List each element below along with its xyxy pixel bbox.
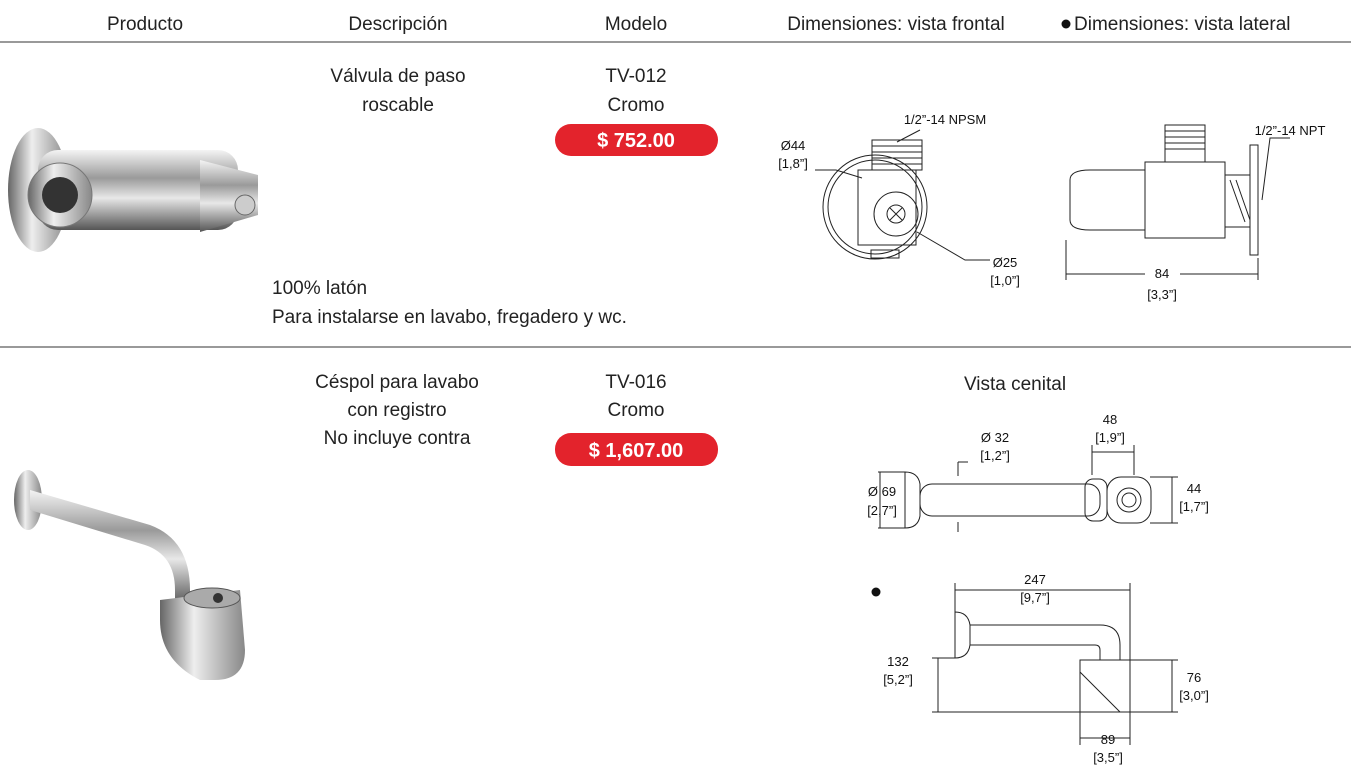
- price: $ 752.00: [597, 130, 675, 152]
- dimension-label: 1/2”-14 NPSM: [904, 112, 986, 127]
- price-pill: [555, 433, 718, 466]
- dimension-label: Ø25: [993, 255, 1018, 270]
- product-photo: [14, 470, 245, 680]
- side-view-drawing: [932, 583, 1178, 745]
- column-header: Descripción: [348, 14, 447, 35]
- dimension-label: Ø44: [781, 138, 806, 153]
- dimension-label: 84: [1155, 266, 1169, 281]
- dimension-label: [1,8”]: [778, 156, 808, 171]
- note: 100% latón: [272, 278, 367, 299]
- dimension-label: [5,2”]: [883, 672, 913, 687]
- description: Válvula de paso: [330, 66, 465, 87]
- dimension-label: [3,5”]: [1093, 750, 1123, 765]
- dimension-label: 89: [1101, 732, 1115, 747]
- dimension-label: [9,7”]: [1020, 590, 1050, 605]
- side-view-drawing: [1065, 124, 1290, 280]
- finish: Cromo: [607, 95, 664, 116]
- product-photo: [8, 128, 258, 252]
- dimension-label: Ø 69: [868, 484, 896, 499]
- column-header: Modelo: [605, 14, 667, 35]
- dimension-label: 44: [1187, 481, 1201, 496]
- finish: Cromo: [607, 400, 664, 421]
- column-header: Dimensiones: vista frontal: [787, 14, 1005, 35]
- note: Para instalarse en lavabo, fregadero y w…: [272, 307, 627, 328]
- dimension-label: [1,0”]: [990, 273, 1020, 288]
- dimension-label: [1,9”]: [1095, 430, 1125, 445]
- dimension-label: 76: [1187, 670, 1201, 685]
- dimension-label: 48: [1103, 412, 1117, 427]
- top-view-drawing: [878, 445, 1178, 532]
- view-title: Vista cenital: [964, 374, 1066, 395]
- column-header: Dimensiones: vista lateral: [1074, 14, 1290, 35]
- front-view-drawing: [815, 129, 990, 261]
- dimension-label: [1,2”]: [980, 448, 1010, 463]
- description: roscable: [362, 95, 434, 116]
- dimension-label: Ø 32: [981, 430, 1009, 445]
- dimension-label: [2,7”]: [867, 503, 897, 518]
- dimension-label: 1/2”-14 NPT: [1255, 123, 1326, 138]
- dimension-label: 247: [1024, 572, 1046, 587]
- price: $ 1,607.00: [589, 440, 684, 462]
- price-pill: [555, 124, 718, 156]
- description: con registro: [347, 400, 446, 421]
- bullet: [1061, 19, 1071, 29]
- description: Céspol para lavabo: [315, 372, 479, 393]
- model: TV-012: [605, 66, 666, 87]
- dimension-label: [3,3”]: [1147, 287, 1177, 302]
- bullet: [871, 587, 881, 597]
- dimension-label: 132: [887, 654, 909, 669]
- dimension-label: [3,0”]: [1179, 688, 1209, 703]
- column-header: Producto: [107, 14, 183, 35]
- description: No incluye contra: [324, 428, 471, 449]
- model: TV-016: [605, 372, 666, 393]
- dimension-label: [1,7”]: [1179, 499, 1209, 514]
